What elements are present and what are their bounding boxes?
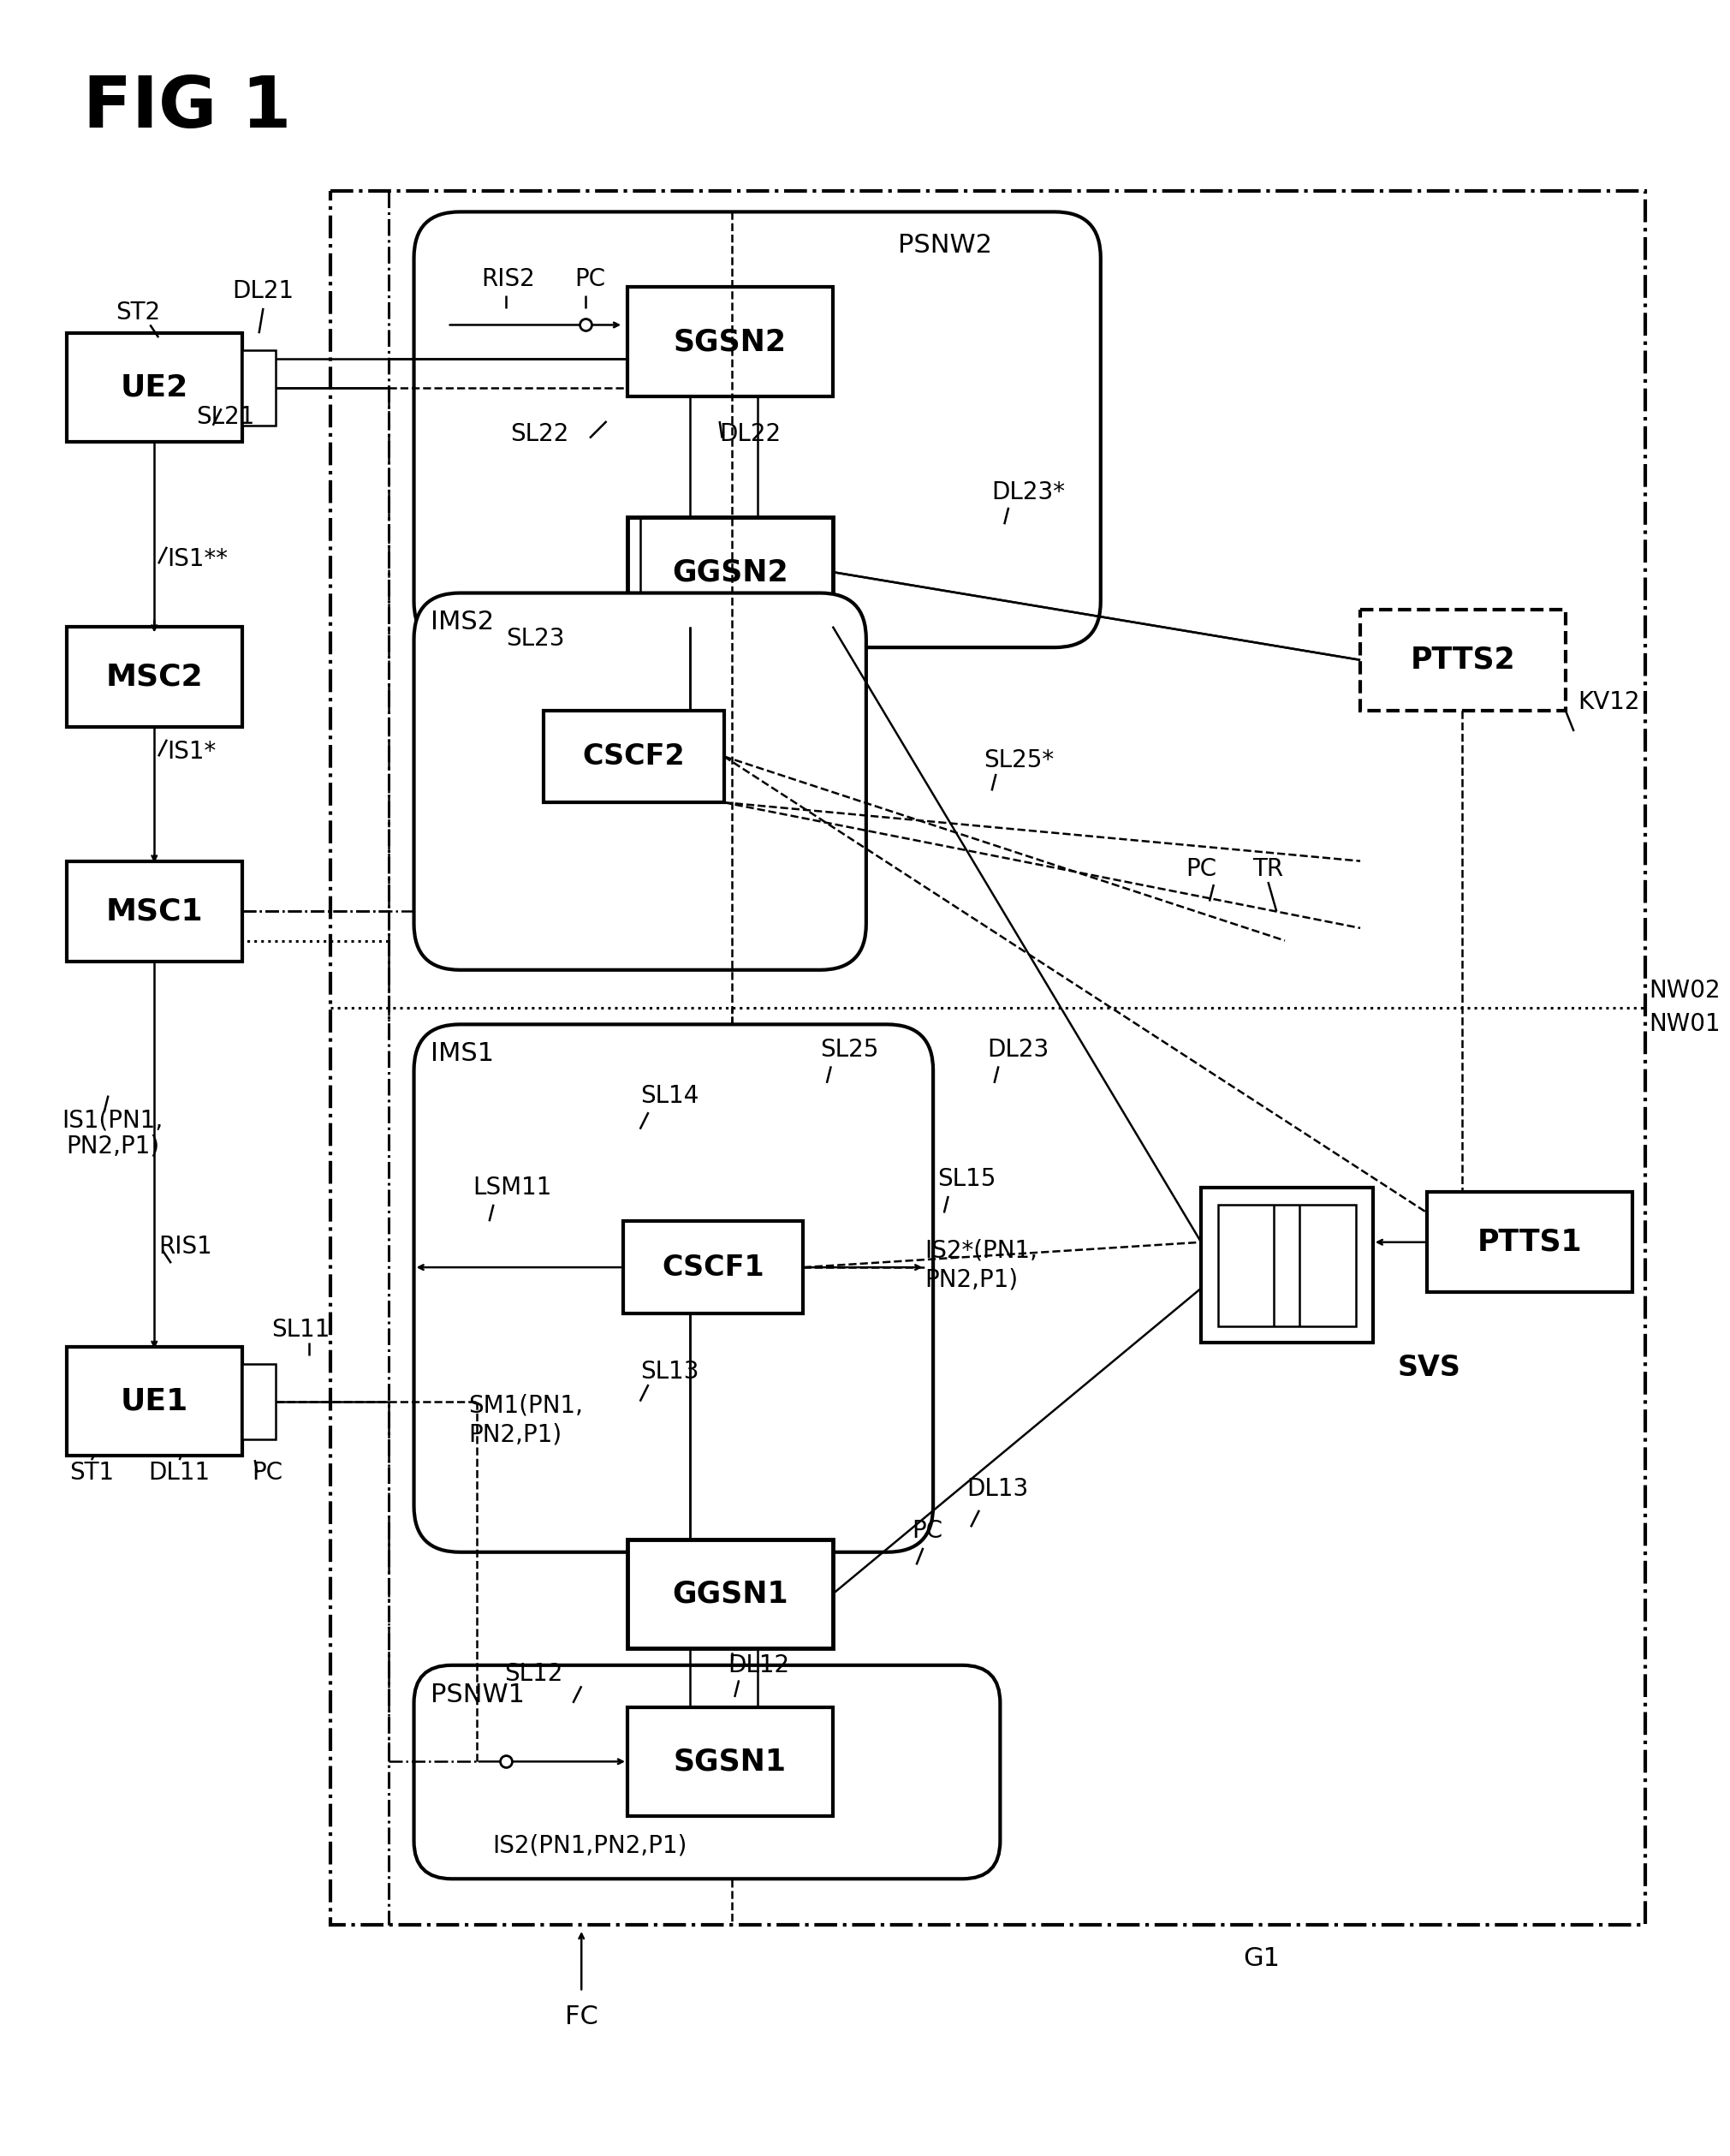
Bar [66,860,242,962]
Text: SVS: SVS [1398,1354,1462,1382]
Bar [66,627,242,727]
Text: CSCF1: CSCF1 [663,1253,765,1281]
Text: IS1*: IS1* [166,740,216,763]
Text: PN2,P1): PN2,P1) [66,1134,159,1158]
Text: CSCF2: CSCF2 [583,742,685,770]
Bar [330,192,1645,1925]
Text: SGSN1: SGSN1 [673,1746,787,1777]
Text: SL11: SL11 [272,1317,330,1343]
Text: IS2*(PN1,: IS2*(PN1, [926,1238,1038,1263]
Text: PTTS2: PTTS2 [1410,645,1515,675]
Text: MSC1: MSC1 [106,897,202,925]
Bar [242,1363,275,1438]
Text: KV12: KV12 [1578,690,1640,714]
Text: RIS1: RIS1 [159,1235,213,1259]
Text: UE1: UE1 [121,1386,189,1416]
Bar [628,287,832,397]
Text: PSNW1: PSNW1 [431,1682,524,1708]
Text: IS2(PN1,PN2,P1): IS2(PN1,PN2,P1) [493,1833,687,1856]
Bar [1201,1188,1374,1343]
Text: IMS2: IMS2 [431,610,495,634]
Text: PC: PC [1185,858,1216,882]
Text: SL22: SL22 [510,423,569,446]
FancyBboxPatch shape [413,211,1100,647]
Bar [66,334,242,442]
FancyBboxPatch shape [413,1664,1000,1878]
Text: DL22: DL22 [720,423,782,446]
FancyBboxPatch shape [413,593,867,970]
Text: IS1(PN1,: IS1(PN1, [62,1108,163,1132]
Text: SL23: SL23 [507,627,564,651]
Text: PN2,P1): PN2,P1) [926,1268,1019,1291]
Text: MSC2: MSC2 [106,662,202,692]
Text: RIS2: RIS2 [481,267,535,291]
Text: SGSN2: SGSN2 [673,328,787,356]
Text: UE2: UE2 [121,373,189,403]
Bar [628,1539,832,1649]
Text: LSM11: LSM11 [472,1175,552,1199]
Bar [1360,610,1566,709]
Text: ST2: ST2 [116,300,159,323]
Text: TR: TR [1253,858,1284,882]
Text: G1: G1 [1244,1947,1280,1971]
Text: NW01: NW01 [1649,1013,1721,1037]
Bar [66,1348,242,1455]
Text: PC: PC [574,267,605,291]
Text: ST1: ST1 [69,1460,114,1485]
Bar [623,1220,803,1313]
Text: GGSN1: GGSN1 [671,1580,789,1608]
Bar [628,517,832,627]
Text: GGSN2: GGSN2 [671,558,789,586]
Text: SM1(PN1,: SM1(PN1, [469,1393,583,1416]
Bar [543,709,723,802]
Text: SL15: SL15 [938,1166,996,1192]
Text: SL25*: SL25* [983,748,1054,772]
Text: SL25: SL25 [820,1037,879,1061]
Bar [628,1708,832,1815]
Text: PTTS1: PTTS1 [1477,1227,1583,1257]
Text: SL13: SL13 [640,1360,699,1384]
Text: SL14: SL14 [640,1084,699,1108]
Bar [1427,1192,1633,1291]
Text: DL11: DL11 [149,1460,211,1485]
Text: DL21: DL21 [232,280,294,304]
Text: DL12: DL12 [728,1654,789,1677]
FancyBboxPatch shape [413,1024,932,1552]
Text: SL12: SL12 [505,1662,562,1686]
Bar [1218,1205,1356,1326]
Bar [242,349,275,425]
Text: SL21: SL21 [195,405,254,429]
Text: PC: PC [253,1460,282,1485]
Text: DL23*: DL23* [991,481,1066,505]
Text: IMS1: IMS1 [431,1041,495,1065]
Text: NW02: NW02 [1649,979,1721,1003]
Text: PSNW2: PSNW2 [898,233,991,259]
Text: FC: FC [564,2005,599,2029]
Text: DL23: DL23 [988,1037,1050,1061]
Text: PN2,P1): PN2,P1) [469,1423,562,1447]
Text: PC: PC [912,1520,943,1544]
Text: FIG 1: FIG 1 [83,73,291,142]
Text: DL13: DL13 [967,1477,1029,1501]
Text: IS1**: IS1** [166,548,228,571]
